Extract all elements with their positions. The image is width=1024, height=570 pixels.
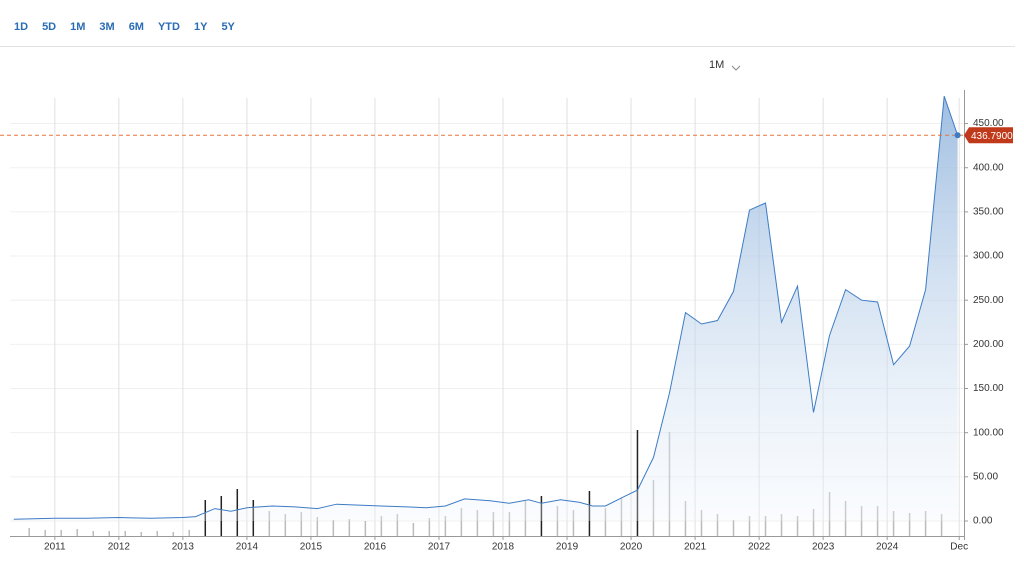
x-tick-label: 2022 <box>748 542 771 553</box>
volume-bar <box>284 514 287 536</box>
volume-bar <box>60 530 62 536</box>
range-button[interactable]: 6M <box>129 21 144 33</box>
x-tick-label: 2016 <box>364 542 387 553</box>
volume-bar <box>492 512 495 536</box>
volume-bar <box>28 528 30 536</box>
price-line <box>13 96 959 520</box>
volume-bar <box>156 531 159 536</box>
volume-bar <box>764 516 767 536</box>
volume-bar <box>700 510 703 536</box>
x-tick-label: 2023 <box>812 542 835 553</box>
y-tick-label: 400.00 <box>973 162 1004 173</box>
x-tick-label: 2011 <box>44 542 66 553</box>
volume-bar <box>188 530 191 536</box>
volume-bar <box>892 511 895 536</box>
volume-bar <box>444 516 447 536</box>
volume-bar <box>460 508 463 536</box>
x-tick-label: Dec <box>950 542 968 553</box>
range-button[interactable]: 1D <box>14 21 28 33</box>
y-tick-label: 450.00 <box>973 118 1004 129</box>
x-tick-label: 2019 <box>556 542 579 553</box>
range-button[interactable]: 3M <box>99 21 114 33</box>
volume-bar <box>332 520 335 536</box>
volume-bar <box>428 518 431 536</box>
volume-bar <box>572 510 575 536</box>
last-point <box>954 132 961 139</box>
x-tick-label: 2013 <box>172 542 195 553</box>
y-tick-label: 0.00 <box>973 516 993 527</box>
volume-bar <box>908 513 911 536</box>
area <box>13 96 958 521</box>
volume-bar <box>364 521 367 536</box>
volume-bar <box>796 516 799 536</box>
price-tag-label: 436.7900 <box>971 131 1013 142</box>
x-tick-label: 2021 <box>684 542 707 553</box>
y-tick-label: 50.00 <box>973 471 998 482</box>
volume-bar <box>44 530 46 536</box>
range-button[interactable]: 1M <box>70 21 85 33</box>
volume-bar <box>348 519 351 536</box>
volume-bar <box>748 516 751 536</box>
volume-bar <box>76 529 78 536</box>
volume-bar <box>108 531 110 536</box>
chevron <box>731 65 741 71</box>
range-button[interactable]: 5Y <box>221 21 235 33</box>
y-tick-label: 350.00 <box>973 207 1004 218</box>
volume-bar <box>940 514 943 536</box>
x-tick-label: 2018 <box>492 542 515 553</box>
volume-bar <box>92 531 94 536</box>
volume-bar <box>876 506 879 536</box>
volume-bar <box>860 506 863 536</box>
volume-bar <box>380 516 383 536</box>
volume-bar <box>140 532 143 536</box>
y-tick-label: 300.00 <box>973 251 1004 262</box>
volume-bar <box>268 511 271 536</box>
interval-select[interactable]: 1M <box>709 59 724 71</box>
x-tick-label: 2015 <box>300 542 323 553</box>
y-tick-label: 250.00 <box>973 295 1004 306</box>
price-tag <box>964 127 1013 144</box>
axes: 0.00 50.00 100.00 150.00 200.00 250.00 300.00 3… <box>44 118 1013 552</box>
x-tick-label: 2014 <box>236 542 259 553</box>
x-tick-label: 2017 <box>428 542 451 553</box>
volume-bar <box>476 510 479 536</box>
volume-bar <box>556 506 559 536</box>
volume-bar <box>316 517 319 536</box>
volume-bar <box>396 514 399 536</box>
range-button[interactable]: 1Y <box>194 21 208 33</box>
y-tick-label: 100.00 <box>973 427 1004 438</box>
volume-bar <box>604 508 607 536</box>
volume-bar <box>716 514 719 536</box>
plot <box>0 96 964 521</box>
volume-bar <box>124 531 126 536</box>
range-button[interactable]: 5D <box>42 21 56 33</box>
volume-bar <box>508 512 511 536</box>
volume-bar <box>924 511 927 536</box>
x-tick-label: 2012 <box>108 542 131 553</box>
volume-bar <box>780 514 783 536</box>
volume-bar <box>300 512 303 536</box>
volume-bar <box>172 532 175 536</box>
volume-bar <box>732 520 735 536</box>
y-tick-label: 150.00 <box>973 383 1004 394</box>
volume-bar <box>812 509 815 536</box>
range-button[interactable]: YTD <box>158 21 180 33</box>
y-tick-label: 200.00 <box>973 339 1004 350</box>
range-buttons: 1D 5D 1M 3M 6M YTD 1Y 5Y <box>14 21 236 33</box>
volume-bar <box>412 523 415 536</box>
volume-bar <box>636 430 639 536</box>
x-tick-label: 2024 <box>876 542 899 553</box>
x-tick-label: 2020 <box>620 542 643 553</box>
